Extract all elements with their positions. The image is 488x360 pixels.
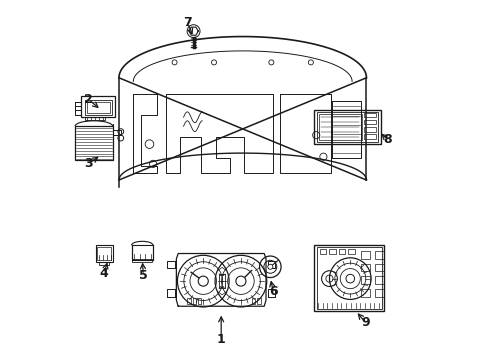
Bar — [97, 247, 111, 260]
Circle shape — [267, 264, 272, 269]
Text: 7: 7 — [183, 17, 192, 30]
Bar — [314, 244, 384, 311]
Bar — [363, 127, 376, 132]
Bar — [348, 249, 354, 254]
Text: 1: 1 — [216, 333, 225, 346]
Bar — [131, 245, 153, 260]
Bar — [316, 247, 382, 309]
Bar — [187, 298, 190, 304]
Bar — [132, 259, 152, 262]
Bar — [360, 251, 369, 259]
Text: 2: 2 — [84, 93, 93, 106]
Bar — [375, 276, 384, 284]
Bar — [198, 298, 201, 304]
Bar — [338, 249, 345, 254]
Circle shape — [198, 276, 208, 286]
Bar — [360, 276, 369, 284]
Bar — [218, 274, 224, 288]
Text: 9: 9 — [361, 316, 369, 329]
Text: 3: 3 — [84, 157, 93, 170]
Bar — [363, 134, 376, 139]
Bar — [81, 96, 115, 117]
Bar — [375, 289, 384, 297]
Bar — [251, 298, 255, 304]
Bar — [375, 251, 384, 259]
Bar — [363, 113, 376, 117]
Bar — [192, 298, 196, 304]
Bar — [319, 249, 325, 254]
Bar — [317, 112, 377, 142]
Text: 5: 5 — [139, 269, 147, 282]
Bar — [85, 100, 112, 115]
Bar — [363, 120, 376, 125]
Text: 8: 8 — [383, 133, 391, 146]
Bar — [86, 102, 110, 113]
Bar — [85, 117, 104, 120]
Bar — [360, 289, 369, 297]
Text: 4: 4 — [100, 267, 108, 280]
Bar — [257, 298, 260, 304]
Bar — [375, 264, 384, 271]
Bar — [360, 264, 369, 271]
Circle shape — [346, 274, 354, 283]
Bar — [99, 262, 109, 265]
Circle shape — [235, 276, 245, 286]
Bar — [318, 114, 361, 140]
Bar — [96, 244, 113, 262]
Text: 6: 6 — [268, 285, 277, 298]
Bar — [314, 110, 380, 144]
Bar — [75, 126, 113, 160]
Bar — [329, 249, 335, 254]
